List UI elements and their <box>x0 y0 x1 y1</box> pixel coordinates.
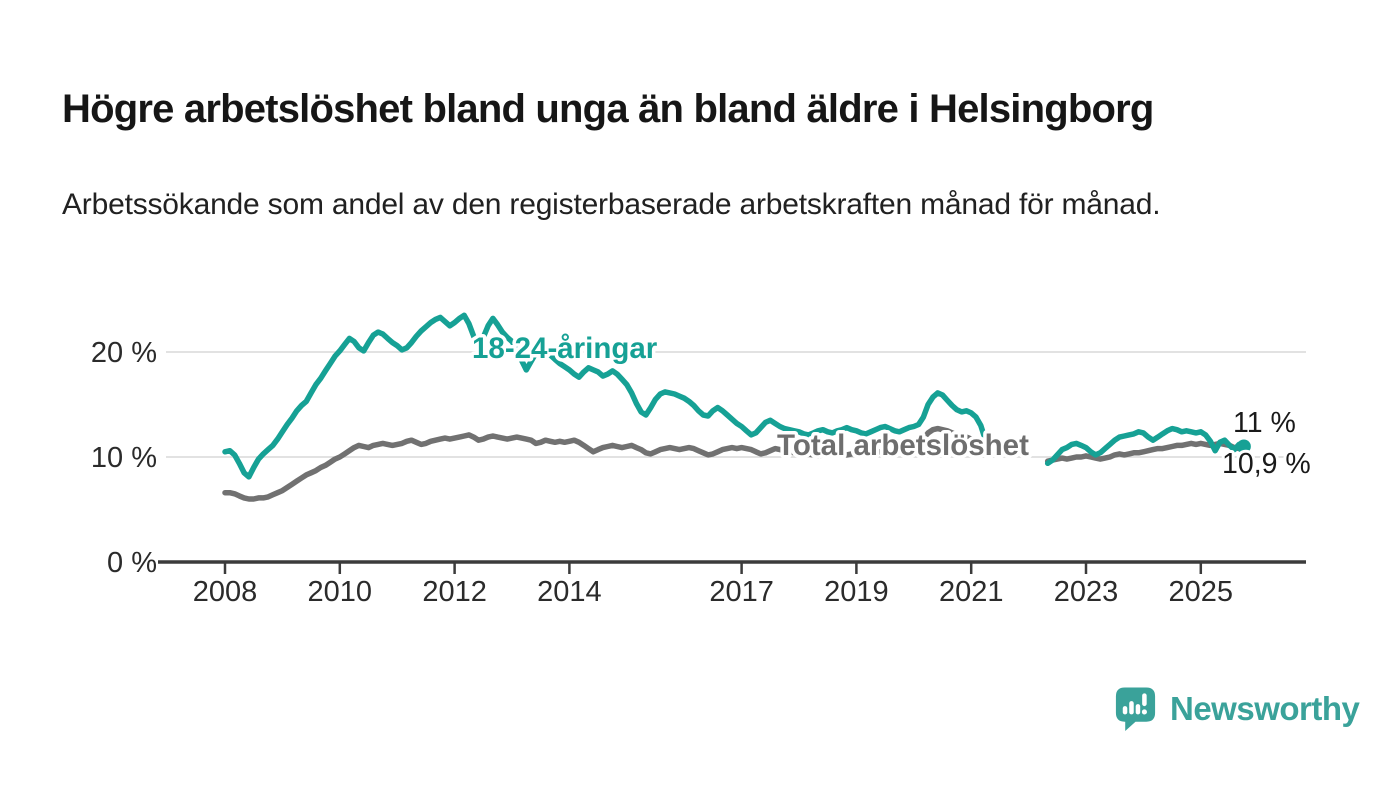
brand-name: Newsworthy <box>1170 690 1360 727</box>
brand-attribution: Newsworthy <box>1112 684 1360 734</box>
series-line-total-arbetsl-shet <box>222 425 1247 502</box>
y-tick-label: 20 % <box>91 337 157 369</box>
chart-subtitle: Arbetssökande som andel av den registerb… <box>62 188 1161 221</box>
series-line-18-24-ringar <box>222 312 1247 480</box>
x-tick-label: 2012 <box>422 576 487 608</box>
x-tick-label: 2025 <box>1169 576 1234 608</box>
x-tick-label: 2023 <box>1054 576 1119 608</box>
series-end-value-label: 10,9 % <box>1222 448 1311 480</box>
series-label: 18-24-åringar <box>472 332 658 365</box>
y-tick-label: 10 % <box>91 442 157 474</box>
series-end-value-label: 11 % <box>1233 407 1296 439</box>
x-tick-label: 2014 <box>537 576 602 608</box>
newsworthy-logo-icon <box>1115 687 1156 732</box>
x-tick-label: 2019 <box>824 576 889 608</box>
x-tick-label: 2010 <box>308 576 373 608</box>
y-tick-label: 0 % <box>107 547 157 579</box>
x-tick-label: 2021 <box>939 576 1004 608</box>
x-tick-label: 2017 <box>709 576 774 608</box>
x-tick-label: 2008 <box>193 576 258 608</box>
series-label: Total arbetslöshet <box>777 429 1029 462</box>
series-end-dot <box>1236 439 1251 454</box>
page-title: Högre arbetslöshet bland unga än bland ä… <box>62 86 1154 131</box>
